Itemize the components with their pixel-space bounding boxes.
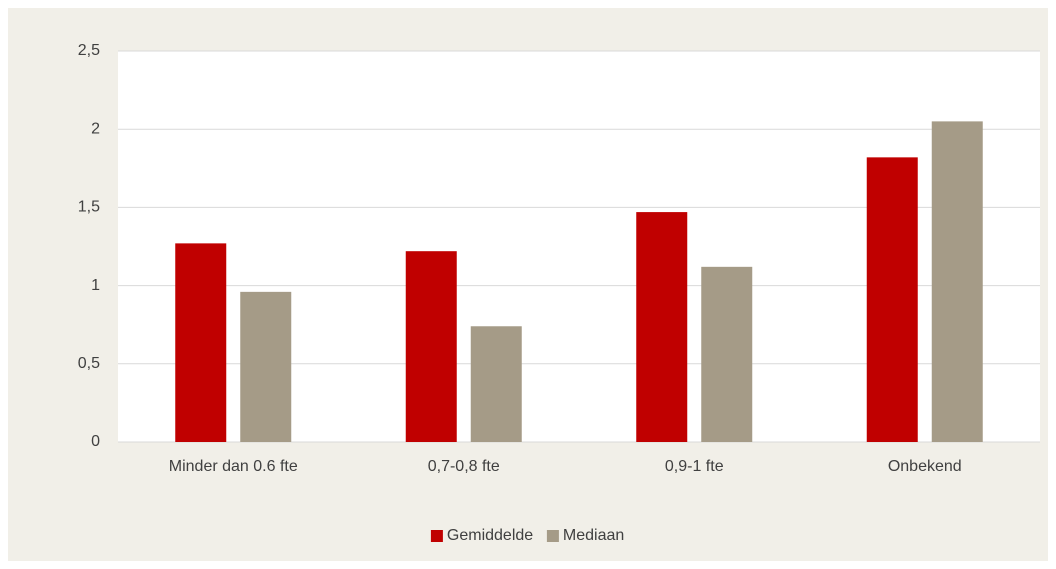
x-tick-label: 0,9-1 fte	[665, 458, 724, 475]
x-tick-label: Onbekend	[888, 458, 962, 475]
y-tick-label: 0,5	[78, 355, 100, 372]
bar	[240, 291, 292, 442]
bar	[931, 121, 983, 442]
y-tick-label: 2,5	[78, 42, 100, 59]
legend-label: Gemiddelde	[447, 527, 533, 544]
bar	[636, 212, 688, 442]
bar	[470, 326, 522, 442]
bar	[866, 157, 918, 443]
y-tick-label: 2	[91, 120, 100, 137]
legend-swatch	[430, 530, 443, 542]
bar	[405, 251, 457, 442]
legend-swatch	[546, 530, 559, 542]
y-tick-label: 1,5	[78, 199, 100, 216]
legend-label: Mediaan	[563, 527, 624, 544]
y-tick-label: 0	[91, 433, 100, 450]
bar	[701, 266, 753, 442]
bar	[175, 243, 227, 442]
x-tick-label: 0,7-0,8 fte	[428, 458, 500, 475]
y-tick-label: 1	[91, 277, 100, 294]
x-tick-label: Minder dan 0.6 fte	[169, 458, 298, 475]
